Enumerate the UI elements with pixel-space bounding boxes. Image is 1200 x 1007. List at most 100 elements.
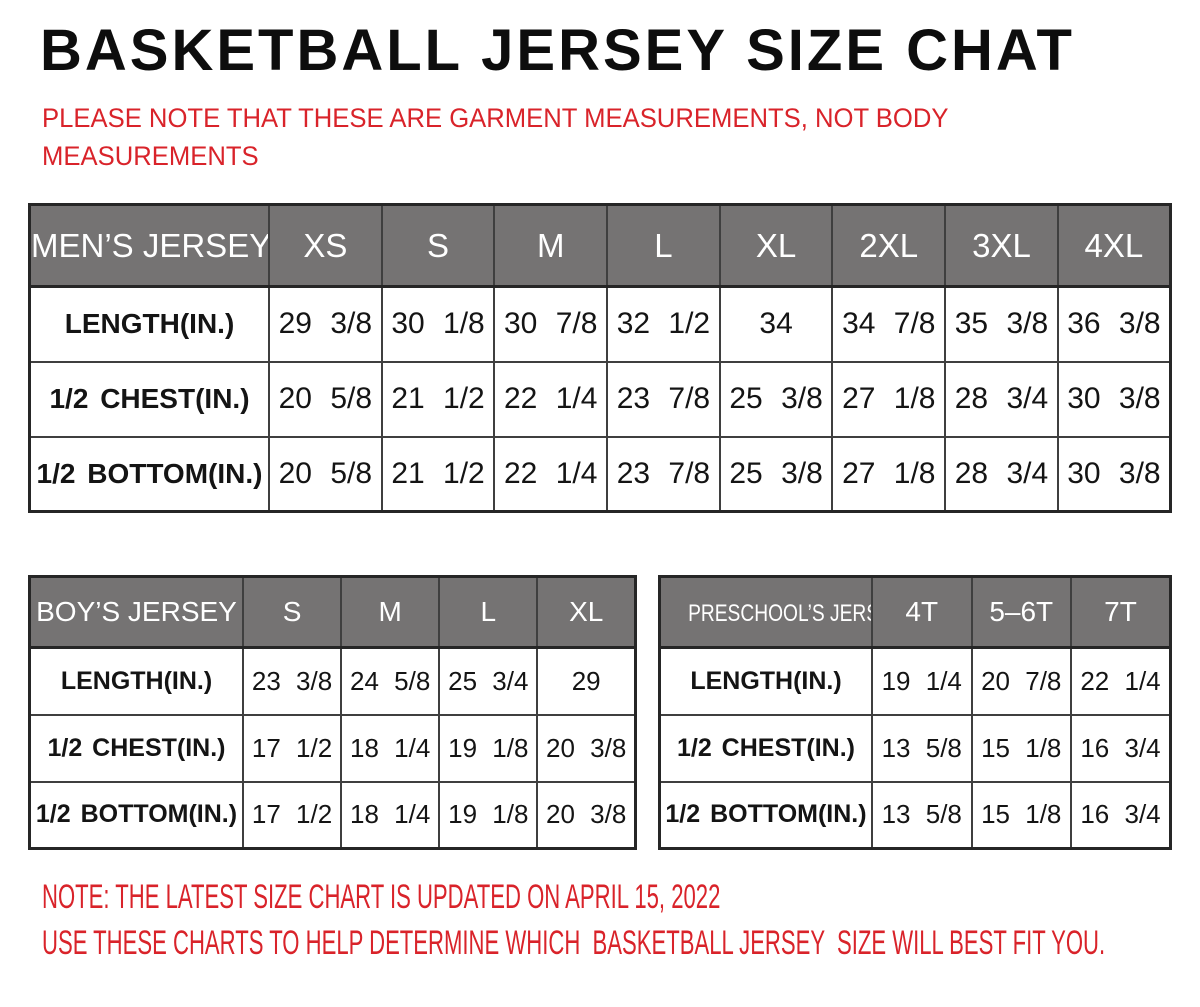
measurement-value: 15 1/8 bbox=[970, 780, 1072, 850]
size-label-text: L bbox=[480, 596, 497, 627]
measurement-value: 28 3/4 bbox=[944, 360, 1059, 438]
size-label-text: S bbox=[282, 596, 302, 627]
size-column-header: XL bbox=[718, 203, 834, 288]
row-label: 1/2 CHEST(IN.) bbox=[28, 360, 270, 438]
row-label: 1/2 BOTTOM(IN.) bbox=[658, 780, 873, 850]
measurement-value: 25 3/4 bbox=[438, 646, 539, 716]
size-column-header: 2XL bbox=[831, 203, 947, 288]
header-row: MEN’S JERSEY XS S M L XL 2XL 3XL 4XL bbox=[28, 203, 1172, 288]
size-label-text: 7T bbox=[1104, 596, 1137, 627]
measurement-value: 27 1/8 bbox=[831, 435, 947, 513]
table-row: LENGTH(IN.) 29 3/8 30 1/8 30 7/8 32 1/2 34 34 … bbox=[28, 285, 1172, 363]
measurement-value: 17 1/2 bbox=[241, 780, 343, 850]
measurement-value: 20 3/8 bbox=[536, 780, 637, 850]
measurement-value: 34 bbox=[718, 285, 834, 363]
size-label-text: XL bbox=[569, 596, 604, 627]
size-label-text: M bbox=[378, 596, 402, 627]
size-column-header: S bbox=[241, 575, 343, 649]
measurement-value: 19 1/4 bbox=[871, 646, 973, 716]
size-label-text: 2XL bbox=[859, 226, 919, 264]
size-column-header: M bbox=[340, 575, 441, 649]
measurement-value: 30 3/8 bbox=[1056, 435, 1172, 513]
garment-note-line-2: MEASUREMENTS bbox=[42, 141, 259, 171]
measurement-value: 30 7/8 bbox=[493, 285, 609, 363]
mens-jersey-size-table: MEN’S JERSEY XS S M L XL 2XL 3XL 4XL LENGTH(IN.) 2… bbox=[28, 203, 1172, 513]
size-column-header: XS bbox=[268, 203, 383, 288]
size-column-header: L bbox=[606, 203, 721, 288]
measurement-value: 13 5/8 bbox=[871, 780, 973, 850]
measurement-value: 22 1/4 bbox=[493, 360, 609, 438]
size-column-header: 4XL bbox=[1056, 203, 1172, 288]
size-label-text: S bbox=[427, 226, 450, 264]
row-label: LENGTH(IN.) bbox=[28, 285, 270, 363]
measurement-value: 18 1/4 bbox=[340, 713, 441, 783]
size-column-header: 7T bbox=[1070, 575, 1172, 649]
measurement-value: 22 1/4 bbox=[493, 435, 609, 513]
size-column-header: 3XL bbox=[944, 203, 1059, 288]
size-label-text: L bbox=[654, 226, 673, 264]
table-row: 1/2 BOTTOM(IN.) 13 5/8 15 1/8 16 3/4 bbox=[658, 780, 1172, 850]
measurement-value: 28 3/4 bbox=[944, 435, 1059, 513]
measurement-value: 20 3/8 bbox=[536, 713, 637, 783]
size-column-header: S bbox=[380, 203, 496, 288]
table-title-text: BOY’S JERSEY bbox=[36, 596, 237, 627]
boys-jersey-size-table: BOY’S JERSEY S M L XL LENGTH(IN.) 23 3/8 24 5/8… bbox=[28, 575, 637, 850]
table-row: 1/2 BOTTOM(IN.) 20 5/8 21 1/2 22 1/4 23 7/8 2… bbox=[28, 435, 1172, 513]
row-label: LENGTH(IN.) bbox=[658, 646, 873, 716]
measurement-value: 36 3/8 bbox=[1056, 285, 1172, 363]
row-label: 1/2 CHEST(IN.) bbox=[658, 713, 873, 783]
size-label-text: 3XL bbox=[972, 226, 1031, 264]
size-column-header: 5–6T bbox=[970, 575, 1072, 649]
garment-note-line-1: PLEASE NOTE THAT THESE ARE GARMENT MEASU… bbox=[42, 103, 949, 133]
size-label-text: XS bbox=[303, 226, 348, 264]
size-label-text: 4XL bbox=[1084, 226, 1144, 264]
preschool-jersey-size-table-grid: PRESCHOOL’S JERSEY 4T 5–6T 7T LENGTH(IN.)19 … bbox=[658, 575, 1172, 850]
garment-measurement-note: PLEASE NOTE THAT THESE ARE GARMENT MEASU… bbox=[42, 99, 948, 175]
row-label: LENGTH(IN.) bbox=[28, 646, 244, 716]
header-row: PRESCHOOL’S JERSEY 4T 5–6T 7T bbox=[658, 575, 1172, 649]
size-label-text: M bbox=[536, 226, 565, 264]
measurement-value: 23 7/8 bbox=[606, 435, 721, 513]
measurement-value: 23 7/8 bbox=[606, 360, 721, 438]
measurement-value: 20 7/8 bbox=[970, 646, 1072, 716]
size-column-header: XL bbox=[536, 575, 637, 649]
measurement-value: 35 3/8 bbox=[944, 285, 1059, 363]
measurement-value: 15 1/8 bbox=[970, 713, 1072, 783]
measurement-value: 30 1/8 bbox=[380, 285, 496, 363]
measurement-value: 18 1/4 bbox=[340, 780, 441, 850]
size-column-header: 4T bbox=[871, 575, 973, 649]
table-title-cell: PRESCHOOL’S JERSEY bbox=[658, 575, 873, 649]
measurement-value: 29 3/8 bbox=[268, 285, 383, 363]
table-row: LENGTH(IN.) 19 1/4 20 7/8 22 1/4 bbox=[658, 646, 1172, 716]
row-label: 1/2 BOTTOM(IN.) bbox=[28, 780, 244, 850]
size-label-text: 4T bbox=[905, 596, 939, 627]
size-column-header: L bbox=[438, 575, 539, 649]
row-label: 1/2 CHEST(IN.) bbox=[28, 713, 244, 783]
measurement-value: 20 5/8 bbox=[268, 360, 383, 438]
measurement-value: 16 3/4 bbox=[1070, 780, 1172, 850]
fit-guidance-note: USE THESE CHARTS TO HELP DETERMINE WHICH… bbox=[42, 924, 1106, 962]
measurement-value: 29 bbox=[536, 646, 637, 716]
measurement-value: 32 1/2 bbox=[606, 285, 721, 363]
size-label-text: XL bbox=[755, 226, 797, 264]
measurement-value: 22 1/4 bbox=[1070, 646, 1172, 716]
table-title-text: PRESCHOOL’S JERSEY bbox=[688, 600, 870, 627]
measurement-value: 21 1/2 bbox=[380, 360, 496, 438]
page-title: BASKETBALL JERSEY SIZE CHAT bbox=[40, 18, 1075, 83]
table-title-cell: BOY’S JERSEY bbox=[28, 575, 244, 649]
measurement-value: 21 1/2 bbox=[380, 435, 496, 513]
table-row: 1/2 CHEST(IN.) 13 5/8 15 1/8 16 3/4 bbox=[658, 713, 1172, 783]
mens-jersey-size-table-grid: MEN’S JERSEY XS S M L XL 2XL 3XL 4XL LENGTH(IN.) 2… bbox=[28, 203, 1172, 513]
table-row: LENGTH(IN.) 23 3/8 24 5/8 25 3/4 29 bbox=[28, 646, 637, 716]
update-date-note: NOTE: THE LATEST SIZE CHART IS UPDATED O… bbox=[42, 878, 721, 916]
measurement-value: 25 3/8 bbox=[718, 360, 834, 438]
table-row: 1/2 CHEST(IN.) 17 1/2 18 1/4 19 1/8 20 3/8 bbox=[28, 713, 637, 783]
table-title-cell: MEN’S JERSEY bbox=[28, 203, 270, 288]
measurement-value: 17 1/2 bbox=[241, 713, 343, 783]
size-column-header: M bbox=[493, 203, 609, 288]
table-row: 1/2 BOTTOM(IN.) 17 1/2 18 1/4 19 1/8 20 3/8 bbox=[28, 780, 637, 850]
header-row: BOY’S JERSEY S M L XL bbox=[28, 575, 637, 649]
measurement-value: 19 1/8 bbox=[438, 780, 539, 850]
size-label-text: 5–6T bbox=[989, 596, 1054, 627]
